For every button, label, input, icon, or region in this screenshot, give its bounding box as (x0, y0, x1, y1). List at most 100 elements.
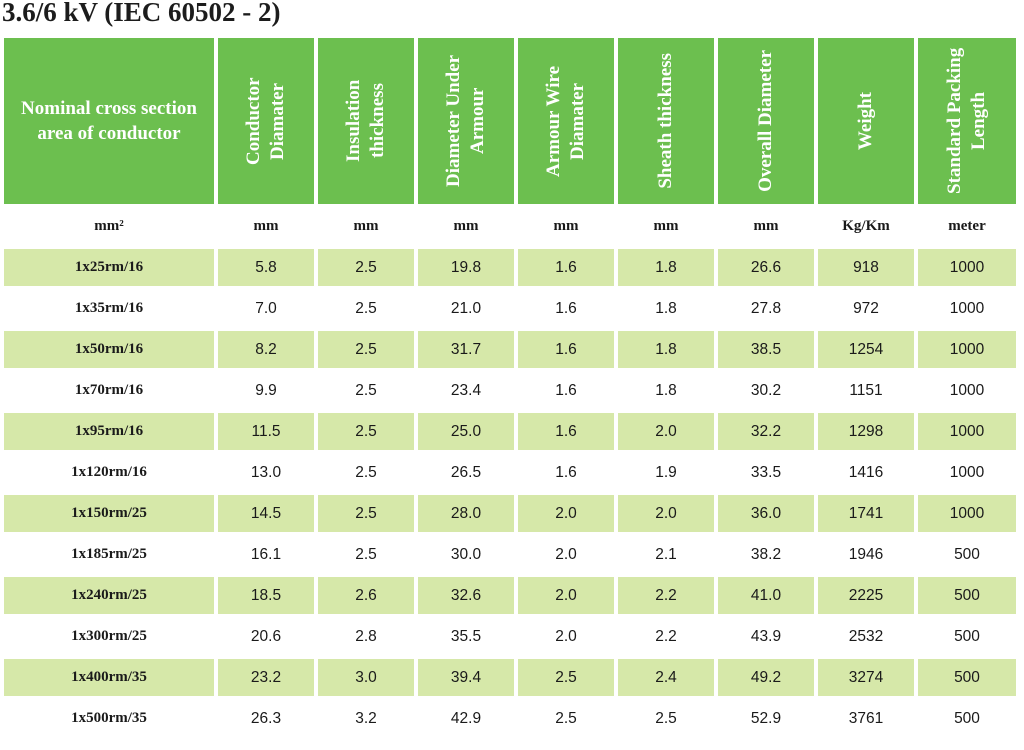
table-row: 1x300rm/25 20.6 2.8 35.5 2.0 2.2 43.9 25… (4, 618, 1016, 655)
header-sheath-thickness: Sheath thickness (618, 38, 714, 204)
table-cell: 1.8 (618, 331, 714, 368)
header-label: Overall Diameter (755, 50, 776, 192)
table-cell: 2.5 (518, 659, 614, 696)
table-cell: 26.5 (418, 454, 514, 491)
table-cell: 972 (818, 290, 914, 327)
table-cell: 2.5 (618, 700, 714, 737)
header-insulation-thickness: Insulation thickness (318, 38, 414, 204)
table-cell: 1.6 (518, 372, 614, 409)
units-row: mm² mm mm mm mm mm mm Kg/Km meter (4, 208, 1016, 245)
table-cell: 2.5 (318, 372, 414, 409)
table-cell: 500 (918, 577, 1016, 614)
table-cell: 1.6 (518, 249, 614, 286)
header-label: Diameter Under Armour (443, 54, 488, 188)
table-cell: 2.4 (618, 659, 714, 696)
table-cell: 1.6 (518, 290, 614, 327)
header-overall-diameter: Overall Diameter (718, 38, 814, 204)
table-cell: 26.6 (718, 249, 814, 286)
table-row: 1x500rm/35 26.3 3.2 42.9 2.5 2.5 52.9 37… (4, 700, 1016, 737)
table-cell: 2.8 (318, 618, 414, 655)
table-cell: 918 (818, 249, 914, 286)
table-cell: 49.2 (718, 659, 814, 696)
table-cell: 20.6 (218, 618, 314, 655)
table-cell: 16.1 (218, 536, 314, 573)
table-cell: 1.8 (618, 290, 714, 327)
cross-section-cell: 1x500rm/35 (4, 700, 214, 737)
table-cell: 2.1 (618, 536, 714, 573)
table-cell: 1.6 (518, 331, 614, 368)
table-cell: 1000 (918, 331, 1016, 368)
header-row: Nominal cross section area of conductor … (4, 38, 1016, 204)
table-cell: 1000 (918, 454, 1016, 491)
table-cell: 2.5 (318, 454, 414, 491)
table-cell: 14.5 (218, 495, 314, 532)
header-label: Weight (855, 91, 876, 151)
table-cell: 19.8 (418, 249, 514, 286)
table-cell: 1.8 (618, 249, 714, 286)
table-cell: 2.0 (518, 618, 614, 655)
table-cell: 38.2 (718, 536, 814, 573)
cross-section-cell: 1x240rm/25 (4, 577, 214, 614)
table-cell: 18.5 (218, 577, 314, 614)
table-cell: 2.5 (318, 331, 414, 368)
unit-cell: mm² (4, 208, 214, 245)
header-nominal-cross-section: Nominal cross section area of conductor (4, 38, 214, 204)
cross-section-cell: 1x35rm/16 (4, 290, 214, 327)
table-cell: 1946 (818, 536, 914, 573)
unit-cell: meter (918, 208, 1016, 245)
table-cell: 1000 (918, 290, 1016, 327)
table-cell: 2.0 (518, 536, 614, 573)
cross-section-cell: 1x300rm/25 (4, 618, 214, 655)
table-row: 1x95rm/16 11.5 2.5 25.0 1.6 2.0 32.2 129… (4, 413, 1016, 450)
table-cell: 32.6 (418, 577, 514, 614)
table-cell: 43.9 (718, 618, 814, 655)
cable-spec-table: Nominal cross section area of conductor … (0, 34, 1020, 741)
header-label: Sheath thickness (655, 53, 676, 189)
table-cell: 21.0 (418, 290, 514, 327)
table-cell: 2225 (818, 577, 914, 614)
table-cell: 23.4 (418, 372, 514, 409)
table-cell: 2.5 (318, 249, 414, 286)
table-cell: 1254 (818, 331, 914, 368)
unit-cell: mm (418, 208, 514, 245)
cross-section-cell: 1x95rm/16 (4, 413, 214, 450)
table-cell: 2.5 (318, 290, 414, 327)
table-cell: 2.0 (518, 577, 614, 614)
table-cell: 30.0 (418, 536, 514, 573)
table-cell: 3274 (818, 659, 914, 696)
table-cell: 2.5 (318, 495, 414, 532)
table-cell: 1151 (818, 372, 914, 409)
table-row: 1x70rm/16 9.9 2.5 23.4 1.6 1.8 30.2 1151… (4, 372, 1016, 409)
unit-cell: Kg/Km (818, 208, 914, 245)
table-row: 1x400rm/35 23.2 3.0 39.4 2.5 2.4 49.2 32… (4, 659, 1016, 696)
header-label: Armour Wire Diamater (543, 65, 588, 177)
header-standard-packing-length: Standard Packing Length (918, 38, 1016, 204)
table-cell: 2.0 (618, 413, 714, 450)
table-cell: 1000 (918, 249, 1016, 286)
table-cell: 27.8 (718, 290, 814, 327)
header-diameter-under-armour: Diameter Under Armour (418, 38, 514, 204)
table-row: 1x35rm/16 7.0 2.5 21.0 1.6 1.8 27.8 972 … (4, 290, 1016, 327)
table-row: 1x50rm/16 8.2 2.5 31.7 1.6 1.8 38.5 1254… (4, 331, 1016, 368)
table-cell: 11.5 (218, 413, 314, 450)
table-cell: 31.7 (418, 331, 514, 368)
table-cell: 1741 (818, 495, 914, 532)
table-cell: 35.5 (418, 618, 514, 655)
table-cell: 500 (918, 700, 1016, 737)
table-cell: 500 (918, 618, 1016, 655)
table-row: 1x25rm/16 5.8 2.5 19.8 1.6 1.8 26.6 918 … (4, 249, 1016, 286)
table-cell: 500 (918, 536, 1016, 573)
header-label: Conductor Diamater (243, 77, 288, 165)
table-cell: 2.2 (618, 577, 714, 614)
header-label: Standard Packing Length (944, 47, 989, 195)
cross-section-cell: 1x185rm/25 (4, 536, 214, 573)
table-cell: 38.5 (718, 331, 814, 368)
unit-cell: mm (718, 208, 814, 245)
table-cell: 7.0 (218, 290, 314, 327)
unit-cell: mm (218, 208, 314, 245)
table-cell: 500 (918, 659, 1016, 696)
table-cell: 52.9 (718, 700, 814, 737)
cross-section-cell: 1x150rm/25 (4, 495, 214, 532)
header-label: Insulation thickness (343, 79, 388, 163)
table-cell: 30.2 (718, 372, 814, 409)
